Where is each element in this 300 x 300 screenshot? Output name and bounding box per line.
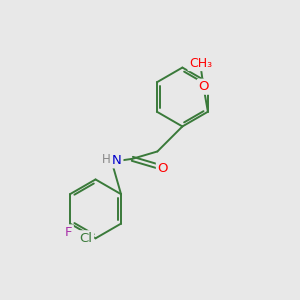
Text: N: N bbox=[112, 154, 122, 167]
Text: O: O bbox=[198, 80, 209, 93]
Text: CH₃: CH₃ bbox=[189, 57, 212, 70]
Text: H: H bbox=[102, 153, 111, 166]
Text: Cl: Cl bbox=[80, 232, 93, 245]
Text: O: O bbox=[158, 162, 168, 175]
Text: F: F bbox=[65, 226, 72, 239]
